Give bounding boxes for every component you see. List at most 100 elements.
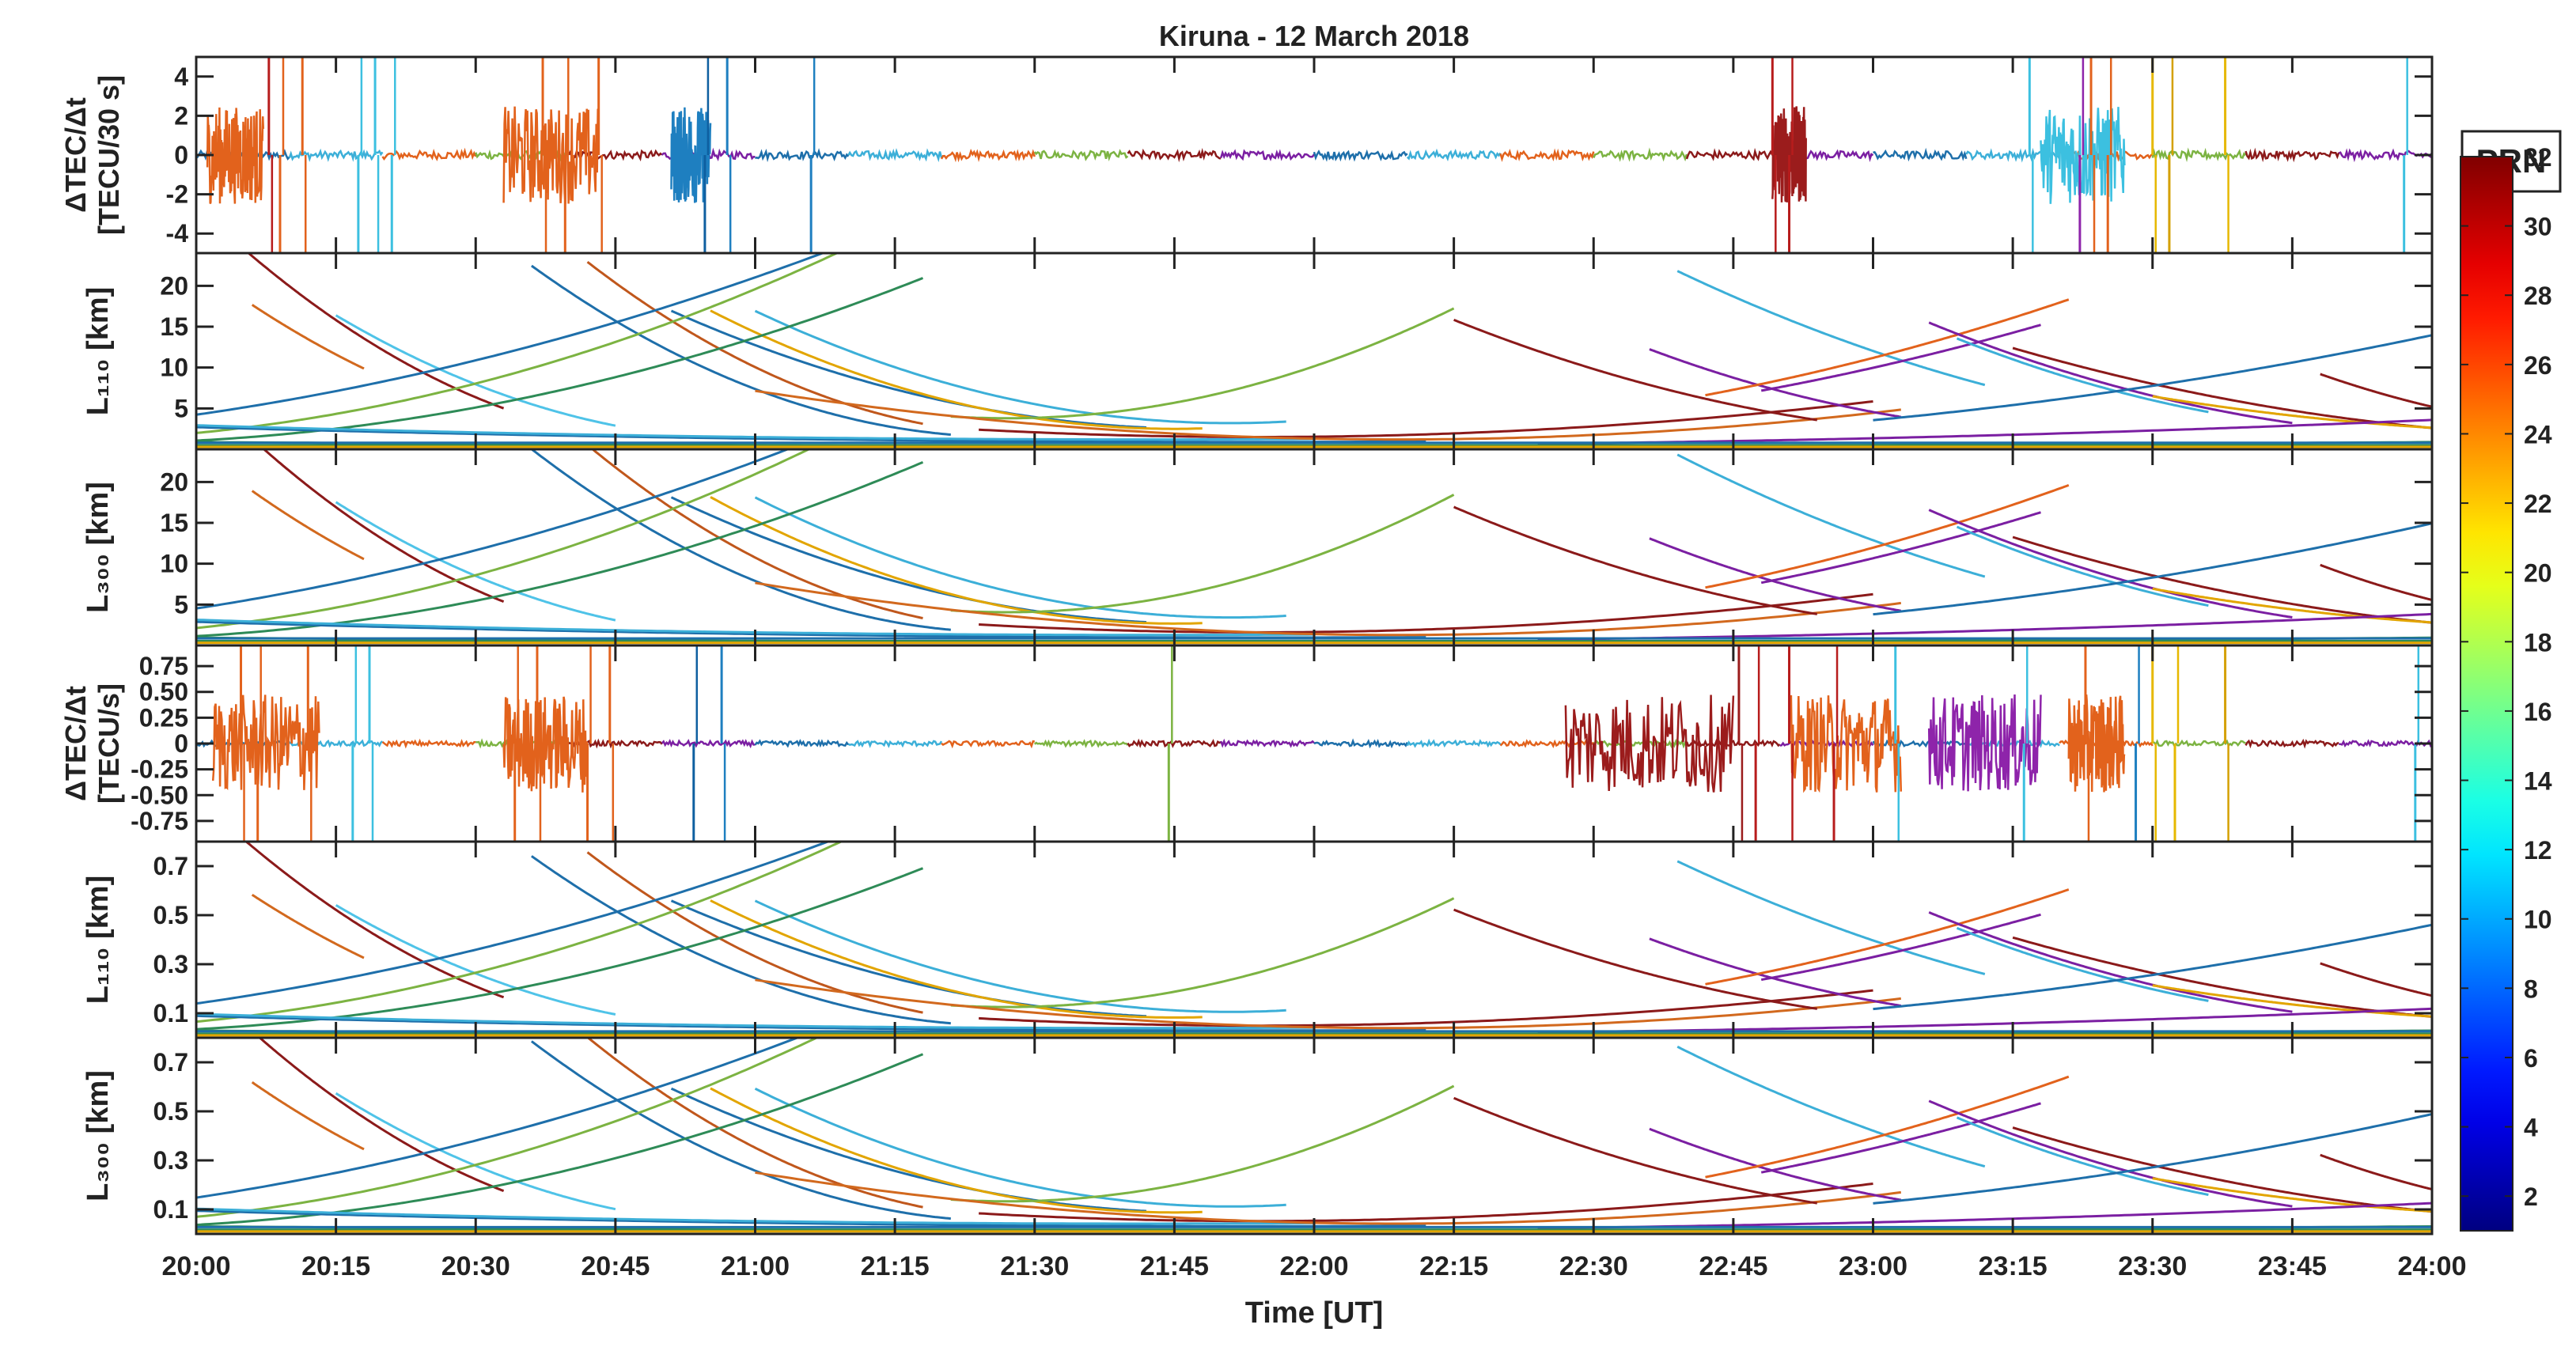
- y-axis-label: L₃₀₀ [km]: [81, 1070, 115, 1202]
- arc-series: [670, 309, 1147, 429]
- y-tick-label: 0.50: [139, 678, 188, 706]
- y-tick-label: 20: [160, 467, 188, 496]
- rate-noise-segment: [1127, 738, 1222, 748]
- y-tick-label: 0.3: [153, 1146, 188, 1175]
- y-tick-label: 5: [174, 394, 188, 422]
- arc-series: [1956, 337, 2209, 414]
- rate-noise-segment: [661, 739, 756, 749]
- arc-series: [2012, 936, 2432, 1018]
- arc-series: [710, 899, 1203, 1019]
- arc-series: [1873, 923, 2432, 1011]
- rate-noise-segment: [1593, 147, 1688, 162]
- arc-series: [1705, 1075, 2070, 1179]
- arc-series: [1760, 1102, 2041, 1174]
- y-tick-label: 15: [160, 509, 188, 537]
- rate-burst: [206, 107, 265, 204]
- arc-series: [2320, 563, 2432, 601]
- arc-series: [979, 1183, 1873, 1223]
- y-axis-label: L₁₁₀ [km]: [81, 287, 115, 416]
- arc-series: [950, 307, 1455, 420]
- panel-p2: 20 15 10 5 L₁₁₀ [km]: [81, 252, 2434, 451]
- x-tick-label: 22:15: [1419, 1251, 1488, 1281]
- y-tick-label: 0.7: [153, 852, 188, 880]
- x-tick-label: 22:00: [1280, 1251, 1349, 1281]
- arc-series: [755, 389, 1901, 441]
- y-axis-label: L₁₁₀ [km]: [81, 876, 115, 1005]
- y-tick-label: -4: [166, 219, 189, 248]
- rate-noise-segment: [847, 740, 943, 748]
- rate-noise-segment: [1220, 738, 1315, 748]
- y-axis-label: ΔTEC/Δt: [59, 686, 92, 801]
- arc-series: [196, 842, 832, 1005]
- colorbar-tick-label: 10: [2524, 906, 2552, 934]
- panel-p1: 4 2 0 -2 -4 ΔTEC/Δt [TECU/30 s]: [59, 55, 2434, 255]
- panel-p3: 20 15 10 5 L₃₀₀ [km]: [81, 448, 2434, 647]
- arc-series: [1453, 505, 1818, 615]
- arc-series: [754, 1087, 1286, 1208]
- y-tick-label: 10: [160, 354, 188, 382]
- y-tick-label: 0: [174, 729, 188, 758]
- arc-series: [2320, 373, 2432, 408]
- arc-series: [710, 1087, 1203, 1214]
- x-tick-label: 21:15: [861, 1251, 930, 1281]
- colorbar-tick-label: 18: [2524, 628, 2552, 657]
- y-tick-label: 20: [160, 271, 188, 300]
- colorbar-tick-label: 6: [2524, 1044, 2538, 1073]
- y-tick-label: -2: [166, 180, 188, 209]
- y-tick-label: 0.7: [153, 1048, 188, 1077]
- rate-noise-segment: [2339, 739, 2432, 748]
- x-tick-label: 24:00: [2398, 1251, 2467, 1281]
- rate-noise-segment: [1873, 147, 1968, 162]
- rate-noise-segment: [1033, 739, 1129, 749]
- arc-series: [755, 978, 1901, 1030]
- arc-series: [251, 490, 365, 561]
- rate-burst: [1564, 694, 1735, 793]
- y-axis-label: [TECU/30 s]: [93, 75, 125, 235]
- arc-series: [1928, 321, 2293, 425]
- y-tick-label: 0.1: [153, 1195, 188, 1224]
- arc-series: [1649, 537, 1902, 612]
- colorbar-tick-label: 14: [2524, 767, 2552, 796]
- x-tick-label: 22:45: [1699, 1251, 1767, 1281]
- rate-noise-segment: [1220, 149, 1316, 161]
- arc-series: [246, 253, 505, 410]
- rate-burst: [670, 107, 712, 203]
- arc-series: [531, 855, 951, 1025]
- arc-series: [530, 449, 951, 631]
- arc-series: [2012, 1126, 2432, 1213]
- x-tick-label: 21:30: [1000, 1251, 1069, 1281]
- x-axis: 20:00 20:15 20:30 20:45 21:00 21:15 21:30 21:45…: [162, 1251, 2467, 1281]
- arc-series: [2152, 1177, 2432, 1213]
- arc-series: [2152, 587, 2432, 624]
- arc-series: [196, 1038, 820, 1218]
- figure-title: Kiruna - 12 March 2018: [1159, 20, 1469, 52]
- arc-series: [1705, 483, 2070, 589]
- rate-noise-segment: [1033, 149, 1129, 162]
- rate-noise-segment: [2245, 147, 2340, 163]
- rate-noise-segment: [2245, 738, 2339, 749]
- colorbar-tick-label: 26: [2524, 351, 2552, 380]
- colorbar-tick-label: 2: [2524, 1183, 2538, 1211]
- colorbar-tick-label: 12: [2524, 836, 2552, 865]
- y-tick-label: -0.75: [131, 807, 188, 835]
- rate-noise-segment: [1313, 149, 1408, 162]
- arc-series: [1676, 860, 1986, 975]
- arc-series: [2320, 1153, 2432, 1191]
- y-tick-label: 0.5: [153, 901, 188, 929]
- arc-series: [1676, 1045, 1986, 1168]
- rate-noise-segment: [1406, 738, 1502, 748]
- rate-noise-segment: [1685, 738, 1781, 749]
- arc-series: [950, 494, 1455, 614]
- x-tick-label: 21:45: [1140, 1251, 1209, 1281]
- rate-noise-segment: [754, 739, 850, 748]
- arc-series: [1956, 525, 2209, 607]
- arc-series: [196, 253, 840, 434]
- x-tick-label: 21:00: [721, 1251, 790, 1281]
- arc-series: [755, 1171, 1901, 1225]
- arc-series: [262, 449, 505, 603]
- arc-series: [586, 260, 923, 426]
- arc-series: [950, 1084, 1455, 1203]
